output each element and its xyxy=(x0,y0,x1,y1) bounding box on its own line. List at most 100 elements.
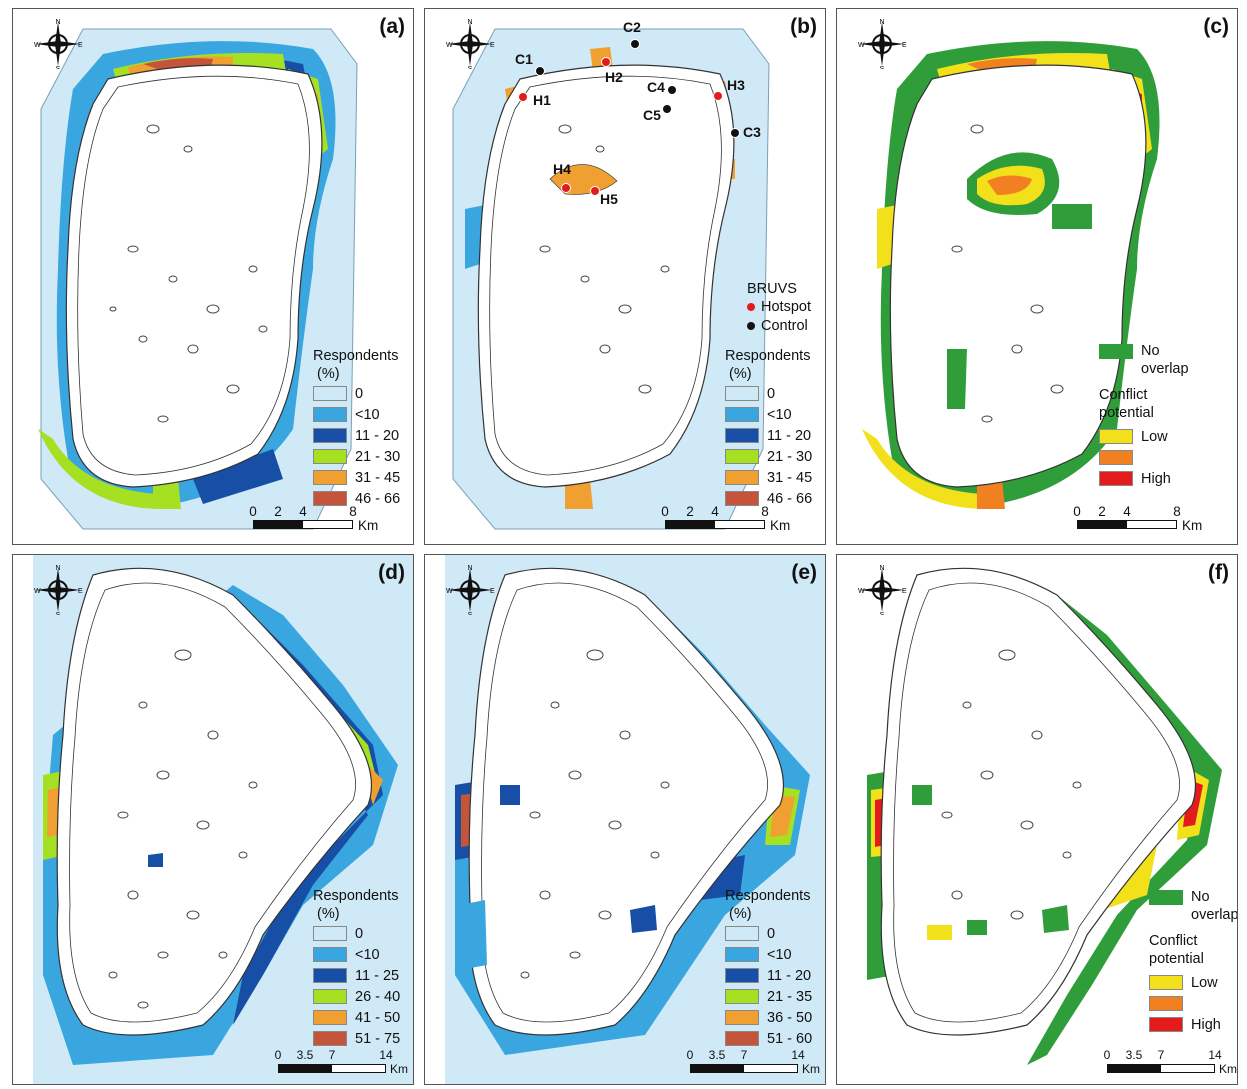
atoll-map-b xyxy=(452,28,770,530)
site-label-c3: C3 xyxy=(743,124,761,140)
control-c1 xyxy=(535,66,545,76)
site-label-c5: C5 xyxy=(643,107,661,123)
control-c2 xyxy=(630,39,640,49)
respondents-legend-e: Respondents (%) 0 <10 11 - 20 21 - 35 36… xyxy=(725,888,813,1047)
scale-bar-f: 0 3.5 7 14 Km xyxy=(1103,1048,1237,1076)
lagoon-patch-reefs-d xyxy=(108,649,258,1009)
legend-unit-a: (%) xyxy=(317,366,340,382)
swatch-2 xyxy=(313,428,347,443)
map-panel-d: N S W E (d) Respondents (%) 0 <10 11 - 2… xyxy=(12,554,414,1085)
conflict-legend-f: No overlap Conflict potential Low High xyxy=(1149,889,1238,1033)
map-panel-c: N S W E (c) No overlap Conflict potentia… xyxy=(836,8,1238,545)
bruvs-sites xyxy=(518,39,740,196)
lagoon-patch-reefs-a xyxy=(109,124,268,423)
lagoon-patch-reefs-c xyxy=(951,124,1064,423)
svg-text:N: N xyxy=(55,19,60,26)
hotspot-dot-icon xyxy=(747,302,755,311)
swatch-3 xyxy=(313,449,347,464)
lagoon-patch-reefs-e xyxy=(520,649,670,979)
svg-text:N: N xyxy=(467,565,472,572)
lagoon-patch-reefs-f xyxy=(941,649,1082,920)
svg-text:W: W xyxy=(34,42,41,49)
medium-swatch xyxy=(1099,450,1133,465)
scale-bar-e: 0 3.5 7 14 Km xyxy=(686,1048,820,1076)
legend-title-a: Respondents xyxy=(313,348,399,364)
svg-text:E: E xyxy=(902,588,907,595)
high-swatch xyxy=(1099,471,1133,486)
respondents-legend-a: Respondents (%) 0 <10 11 - 20 21 - 30 31… xyxy=(313,347,400,509)
site-label-c2: C2 xyxy=(623,19,641,35)
map-panel-f: N S W E (f) No overlap Conflict potentia… xyxy=(836,554,1238,1085)
svg-text:N: N xyxy=(467,19,472,26)
svg-text:E: E xyxy=(78,42,83,49)
swatch-5 xyxy=(313,491,347,506)
hotspot-h1 xyxy=(518,92,528,102)
svg-text:E: E xyxy=(490,42,495,49)
hotspot-h4 xyxy=(561,183,571,193)
svg-text:W: W xyxy=(34,588,41,595)
scale-bar-d: 0 3.5 7 14 Km xyxy=(274,1048,408,1076)
map-panel-e: N S W E (e) Respondents (%) 0 <10 11 - 2… xyxy=(424,554,826,1085)
control-c5 xyxy=(662,104,672,114)
control-dot-icon xyxy=(747,321,755,330)
svg-text:N: N xyxy=(55,565,60,572)
site-label-h1: H1 xyxy=(533,92,551,108)
control-c3 xyxy=(730,128,740,138)
site-label-h2: H2 xyxy=(605,69,623,85)
swatch-0 xyxy=(313,386,347,401)
lagoon-patch-reefs-b xyxy=(539,124,670,394)
legend-row-a-5: 46 - 66 xyxy=(313,488,400,509)
legend-row-a-4: 31 - 45 xyxy=(313,467,400,488)
svg-text:S: S xyxy=(880,66,885,69)
panel-label-a: (a) xyxy=(379,15,405,38)
legend-row-a-0: 0 xyxy=(313,383,400,404)
conflict-legend-c: No overlap Conflict potential Low High xyxy=(1099,343,1189,487)
control-label: Control xyxy=(761,317,808,334)
svg-text:W: W xyxy=(858,42,865,49)
swatch-1 xyxy=(313,407,347,422)
legend-row-a-3: 21 - 30 xyxy=(313,446,400,467)
svg-text:E: E xyxy=(78,588,83,595)
legend-row-a-1: <10 xyxy=(313,404,400,425)
site-label-h4: H4 xyxy=(553,161,571,177)
svg-text:S: S xyxy=(56,612,61,615)
hotspot-h5 xyxy=(590,186,600,196)
compass-rose-b: N S W E xyxy=(445,19,495,74)
site-label-c4: C4 xyxy=(647,79,665,95)
panel-label-d: (d) xyxy=(378,561,405,584)
site-label-h5: H5 xyxy=(600,191,618,207)
respondents-legend-b: Respondents (%) 0 <10 11 - 20 21 - 30 31… xyxy=(725,348,813,507)
compass-rose-a: N S W E xyxy=(33,19,83,74)
svg-text:W: W xyxy=(446,42,453,49)
compass-rose-c: N S W E xyxy=(857,19,907,74)
svg-text:S: S xyxy=(880,612,885,615)
svg-text:S: S xyxy=(468,66,473,69)
compass-rose-d: N S W E xyxy=(33,565,83,620)
atoll-map-a xyxy=(38,28,358,530)
no-overlap-swatch xyxy=(1099,343,1133,359)
panel-label-b: (b) xyxy=(790,15,817,38)
svg-text:E: E xyxy=(902,42,907,49)
bruvs-title: BRUVS xyxy=(747,281,797,297)
svg-text:W: W xyxy=(446,588,453,595)
legend-row-a-2: 11 - 20 xyxy=(313,425,400,446)
conflict-map-c xyxy=(862,41,1160,509)
panel-label-f: (f) xyxy=(1208,561,1229,584)
compass-rose-f: N S W E xyxy=(857,565,907,620)
control-c4 xyxy=(667,85,677,95)
svg-text:W: W xyxy=(858,588,865,595)
svg-text:N: N xyxy=(879,19,884,26)
bruvs-legend: BRUVS Hotspot Control xyxy=(747,281,811,335)
low-swatch xyxy=(1099,429,1133,444)
map-panel-b: N S W E (b) C1 C2 C3 C4 C5 H1 H2 H3 H4 H… xyxy=(424,8,826,545)
site-label-h3: H3 xyxy=(727,77,745,93)
map-panel-a: N S W E (a) Respondents (%) 0 <10 11 - 2… xyxy=(12,8,414,545)
hotspot-label: Hotspot xyxy=(761,298,811,315)
svg-text:S: S xyxy=(468,612,473,615)
panel-label-c: (c) xyxy=(1203,15,1229,38)
compass-rose-e: N S W E xyxy=(445,565,495,620)
conflict-map-f xyxy=(867,567,1222,1065)
